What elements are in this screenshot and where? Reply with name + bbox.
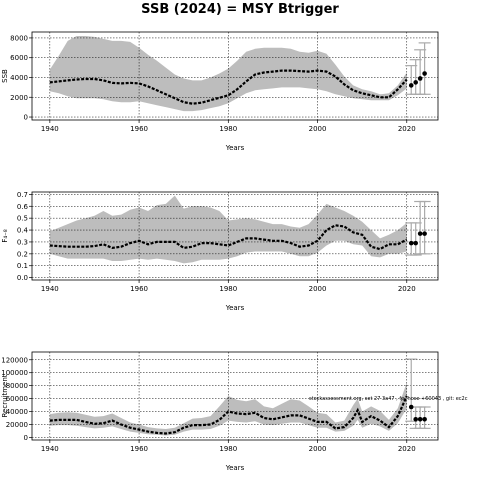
fbar-estimate-line	[49, 224, 408, 251]
fbar-projection-point	[417, 231, 423, 236]
ssb-projection-point	[408, 83, 414, 88]
fbar-y-tick-label: 0.2	[17, 250, 28, 258]
ssb-y-tick-label: 2000	[10, 94, 28, 102]
fbar-y-tick-label: 0.5	[17, 215, 28, 223]
fbar-projection-point	[408, 240, 414, 246]
fbar-x-axis-label: Years	[225, 304, 245, 312]
ssb-projection-point	[422, 71, 427, 76]
fbar-projection-point	[422, 231, 427, 236]
ssb-x-tick-label: 2000	[309, 125, 327, 133]
ssb-x-tick-label: 1940	[41, 125, 59, 133]
recruitment-x-tick-label: 1980	[219, 445, 237, 453]
fbar-y-tick-label: 0.1	[17, 262, 28, 270]
recruitment-y-tick-label: 20000	[6, 421, 28, 429]
ssb-frame	[31, 31, 439, 121]
fbar-y-tick-label: 0.0	[17, 274, 28, 282]
fbar-y-axis-label: F₄₋₈	[1, 229, 9, 243]
fbar-x-tick-label: 2020	[398, 285, 416, 293]
recruitment-y-tick-label: 120000	[1, 356, 28, 364]
recruitment-y-tick-label: 40000	[6, 408, 28, 416]
recruitment-projection-point	[422, 416, 427, 422]
ssb-projection-point	[417, 76, 423, 81]
recruitment-y-axis-label: Recruitment	[1, 374, 9, 417]
fbar-x-tick-label: 1940	[41, 285, 59, 293]
ssb-y-axis-label: SSB	[1, 69, 9, 83]
ssb-projection-point	[413, 80, 418, 85]
fbar-y-tick-label: 0.6	[17, 203, 29, 211]
recruitment-y-tick-label: 100000	[1, 369, 28, 377]
recruitment-y-tick-label: 0	[24, 434, 28, 442]
recruitment-x-axis-label: Years	[225, 464, 245, 472]
chart-title: SSB (2024) = MSY Btrigger	[141, 2, 339, 17]
ssb-y-tick-label: 4000	[10, 74, 28, 82]
fbar-x-tick-label: 1960	[130, 285, 148, 293]
recruitment-projection-point	[417, 416, 423, 422]
fbar-y-tick-label: 0.4	[17, 227, 29, 235]
fbar-panel: 1940 1960 1980 2000 2020 0.0 0.1 0.2 0.3 0.4 0.5 0.…	[1, 191, 439, 312]
fbar-y-tick-label: 0.3	[17, 238, 28, 246]
fbar-y-tick-label: 0.7	[17, 191, 28, 199]
fbar-frame	[31, 191, 439, 281]
recruitment-x-tick-label: 2020	[398, 445, 416, 453]
recruitment-y-tick-label: 80000	[6, 382, 28, 390]
recruitment-panel: 1940 1960 1980 2000 2020 0 20000 40000 60000 8000…	[1, 351, 468, 472]
fbar-x-tick-label: 1980	[219, 285, 237, 293]
ssb-x-tick-label: 2020	[398, 125, 416, 133]
ssb-y-tick-label: 8000	[10, 34, 28, 42]
recruitment-annotation: stockassessment.org, set 27 3a47 , fp: h…	[309, 396, 468, 402]
ssb-x-axis-label: Years	[225, 144, 245, 152]
recruitment-projection-point	[408, 404, 414, 410]
recruitment-frame	[31, 351, 439, 441]
ssb-y-tick-label: 0	[24, 114, 28, 122]
fbar-projection-point	[413, 240, 418, 246]
recruitment-x-tick-label: 1940	[41, 445, 59, 453]
ssb-x-tick-label: 1980	[219, 125, 237, 133]
recruitment-x-tick-label: 2000	[309, 445, 327, 453]
recruitment-projection-point	[413, 416, 418, 422]
ssb-estimate-line	[49, 69, 408, 105]
ssb-y-tick-label: 6000	[10, 54, 28, 62]
recruitment-y-tick-label: 60000	[6, 395, 28, 403]
recruitment-x-tick-label: 1960	[130, 445, 148, 453]
ssb-x-tick-label: 1960	[130, 125, 148, 133]
ssb-panel: 1940 1960 1980 2000 2020 0 2000 4000 6000 8000 Yea…	[1, 31, 439, 152]
recruitment-estimate-line	[49, 395, 408, 435]
fbar-x-tick-label: 2000	[309, 285, 327, 293]
